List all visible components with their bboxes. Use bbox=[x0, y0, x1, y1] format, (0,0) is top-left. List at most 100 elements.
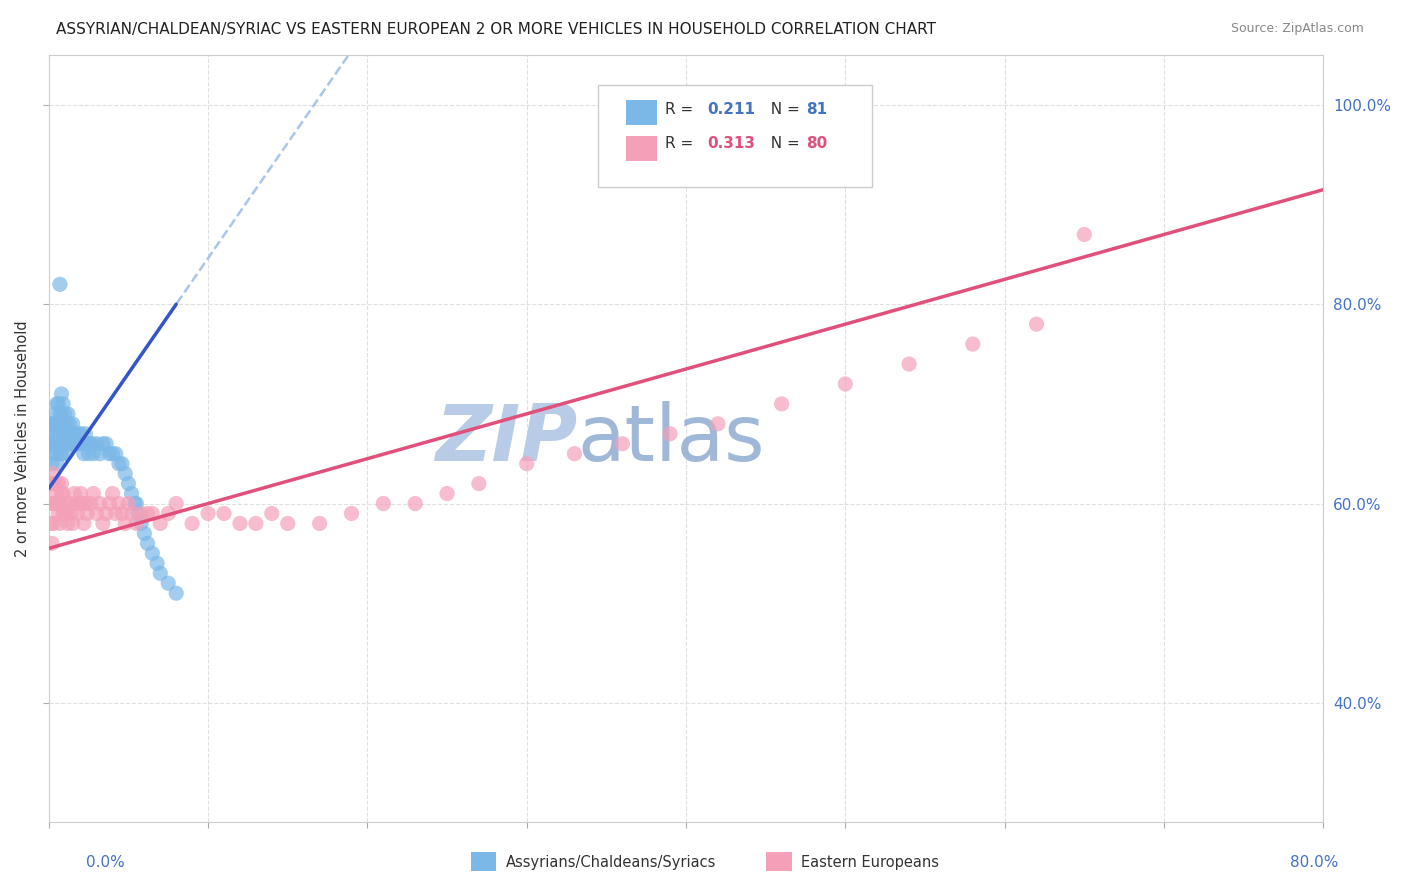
Point bbox=[101, 486, 124, 500]
Point bbox=[41, 496, 63, 510]
Point bbox=[66, 436, 89, 450]
Point bbox=[53, 496, 76, 510]
Text: 81: 81 bbox=[806, 103, 827, 117]
Point bbox=[117, 496, 139, 510]
Point bbox=[55, 417, 77, 431]
Point bbox=[770, 397, 793, 411]
Point bbox=[104, 447, 127, 461]
Point bbox=[46, 507, 69, 521]
Point bbox=[42, 516, 65, 531]
Point bbox=[659, 426, 682, 441]
Point bbox=[62, 436, 84, 450]
Point bbox=[53, 407, 76, 421]
Point bbox=[58, 417, 80, 431]
Point bbox=[39, 516, 62, 531]
Point bbox=[77, 447, 100, 461]
Point bbox=[39, 476, 62, 491]
Point bbox=[46, 417, 69, 431]
Point bbox=[45, 397, 67, 411]
Point bbox=[1073, 227, 1095, 242]
Point bbox=[41, 436, 63, 450]
Point bbox=[69, 426, 91, 441]
Point bbox=[149, 516, 172, 531]
Text: N =: N = bbox=[761, 103, 804, 117]
Point bbox=[229, 516, 252, 531]
Point bbox=[898, 357, 921, 371]
Point bbox=[98, 447, 121, 461]
Point bbox=[136, 507, 159, 521]
Point bbox=[436, 486, 458, 500]
Point bbox=[108, 457, 131, 471]
Point bbox=[79, 496, 101, 510]
Text: 80: 80 bbox=[806, 136, 827, 151]
Point bbox=[125, 516, 148, 531]
Point bbox=[52, 417, 75, 431]
Point bbox=[75, 496, 97, 510]
Point bbox=[52, 486, 75, 500]
Point bbox=[53, 507, 76, 521]
Point bbox=[69, 486, 91, 500]
Point bbox=[49, 426, 72, 441]
Point bbox=[66, 507, 89, 521]
Point bbox=[49, 277, 72, 292]
Point bbox=[82, 447, 104, 461]
Point bbox=[42, 467, 65, 481]
Point bbox=[111, 507, 134, 521]
Text: Source: ZipAtlas.com: Source: ZipAtlas.com bbox=[1230, 22, 1364, 36]
Point bbox=[56, 516, 79, 531]
Text: ASSYRIAN/CHALDEAN/SYRIAC VS EASTERN EUROPEAN 2 OR MORE VEHICLES IN HOUSEHOLD COR: ASSYRIAN/CHALDEAN/SYRIAC VS EASTERN EURO… bbox=[56, 22, 936, 37]
Point bbox=[51, 426, 73, 441]
Point bbox=[65, 436, 87, 450]
Point bbox=[1025, 317, 1047, 331]
Text: 0.211: 0.211 bbox=[707, 103, 755, 117]
Point bbox=[49, 496, 72, 510]
Point bbox=[44, 496, 66, 510]
Point bbox=[89, 496, 111, 510]
Point bbox=[141, 507, 163, 521]
Point bbox=[308, 516, 330, 531]
Point bbox=[52, 397, 75, 411]
Point bbox=[63, 426, 86, 441]
Point bbox=[157, 507, 180, 521]
Point bbox=[76, 436, 98, 450]
Point bbox=[340, 507, 363, 521]
Point bbox=[44, 426, 66, 441]
Point bbox=[834, 376, 856, 391]
Point bbox=[42, 496, 65, 510]
Point bbox=[121, 486, 143, 500]
Point bbox=[62, 516, 84, 531]
Point bbox=[42, 447, 65, 461]
Point bbox=[53, 426, 76, 441]
Point bbox=[67, 426, 90, 441]
Point bbox=[60, 507, 83, 521]
Point bbox=[111, 457, 134, 471]
Text: ZIP: ZIP bbox=[436, 401, 578, 476]
Point bbox=[53, 447, 76, 461]
Point bbox=[44, 447, 66, 461]
Point bbox=[129, 507, 152, 521]
Point bbox=[65, 496, 87, 510]
Point bbox=[165, 496, 187, 510]
Point bbox=[516, 457, 538, 471]
Point bbox=[277, 516, 299, 531]
Point bbox=[46, 397, 69, 411]
Point bbox=[117, 476, 139, 491]
Point bbox=[60, 436, 83, 450]
Point bbox=[404, 496, 426, 510]
Point bbox=[52, 436, 75, 450]
Point bbox=[73, 447, 96, 461]
Point bbox=[79, 436, 101, 450]
Point bbox=[58, 436, 80, 450]
Point bbox=[94, 507, 117, 521]
Point bbox=[70, 436, 93, 450]
Point bbox=[44, 436, 66, 450]
Point bbox=[56, 426, 79, 441]
Point bbox=[49, 407, 72, 421]
Text: R =: R = bbox=[665, 136, 699, 151]
Point bbox=[373, 496, 395, 510]
Point bbox=[114, 467, 136, 481]
Point bbox=[70, 496, 93, 510]
Point bbox=[212, 507, 235, 521]
Point bbox=[245, 516, 267, 531]
Text: 0.313: 0.313 bbox=[707, 136, 755, 151]
